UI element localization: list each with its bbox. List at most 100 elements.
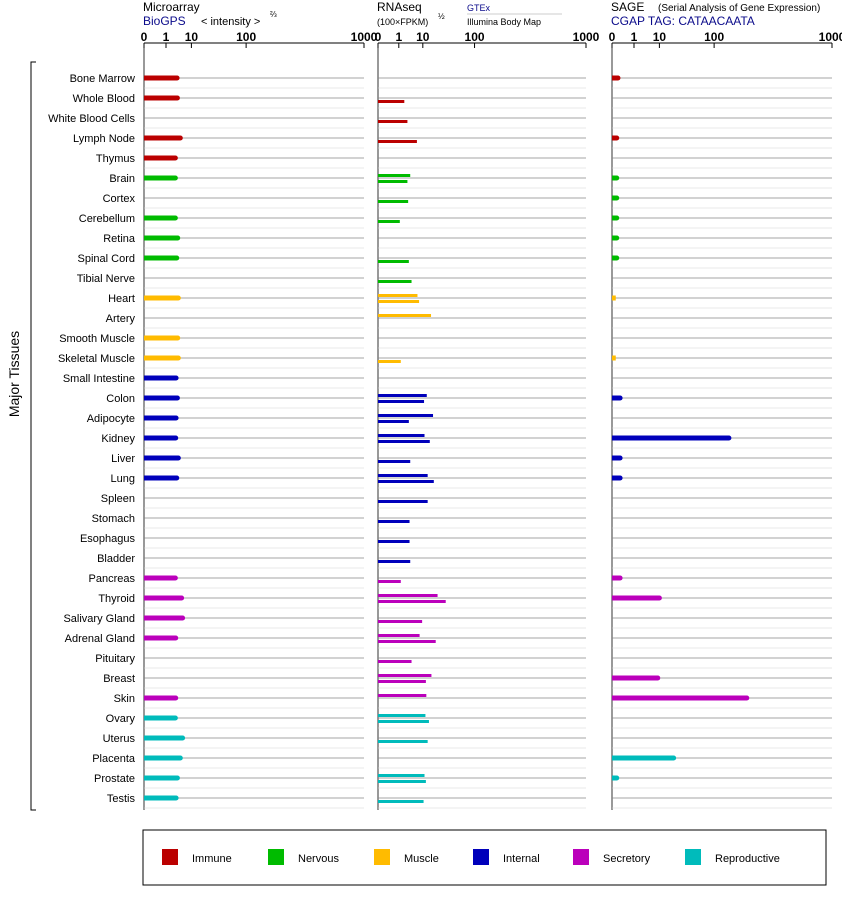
microarray-bar-cap xyxy=(177,755,183,761)
tissue-label: Esophagus xyxy=(80,533,136,545)
sage-bar xyxy=(612,435,729,441)
sage-bar xyxy=(612,595,660,601)
microarray-bar-cap xyxy=(173,435,179,441)
tissue-label: Prostate xyxy=(94,773,135,785)
microarray-bar-cap xyxy=(172,715,178,721)
tissue-label: Skeletal Muscle xyxy=(58,353,135,365)
microarray-bar-cap xyxy=(173,635,179,641)
microarray-bar-cap xyxy=(174,255,180,261)
microarray-header: Microarray xyxy=(143,0,200,14)
microarray-bar xyxy=(144,695,176,701)
rnaseq-illumina-bar xyxy=(378,660,412,663)
rnaseq-illumina-bar xyxy=(378,680,426,683)
tissue-label: Smooth Muscle xyxy=(59,333,135,345)
microarray-bar-cap xyxy=(172,215,178,221)
sage-bar xyxy=(612,75,618,81)
sage-tick-label: 100 xyxy=(704,30,724,44)
microarray-bar-cap xyxy=(175,355,181,361)
sage-bar-cap xyxy=(655,675,661,681)
bars-layer xyxy=(144,75,750,803)
rnaseq-illumina-bar xyxy=(378,500,428,503)
legend-swatch-nervous xyxy=(268,849,284,865)
microarray-bar xyxy=(144,595,182,601)
tissue-label: Ovary xyxy=(106,713,136,725)
microarray-bar-cap xyxy=(175,455,181,461)
legend-swatch-internal xyxy=(473,849,489,865)
sage-bar-cap xyxy=(726,435,732,441)
tissue-label: Adrenal Gland xyxy=(65,633,135,645)
rnaseq-tick-label: 1 xyxy=(395,30,402,44)
tissue-label: Pituitary xyxy=(95,653,135,665)
sage-bar-cap xyxy=(617,475,623,481)
cgap-tag-label: CGAP TAG: CATAACAATA xyxy=(611,14,755,28)
legend-label-muscle: Muscle xyxy=(404,853,439,865)
sage-header: SAGE xyxy=(611,0,644,14)
microarray-bar-cap xyxy=(173,375,179,381)
rnaseq-unit: (100×FPKM) xyxy=(377,17,428,27)
sage-bar xyxy=(612,695,747,701)
tissue-label: Spinal Cord xyxy=(78,253,135,265)
tissue-label: Placenta xyxy=(92,753,136,765)
legend-label-reproductive: Reproductive xyxy=(715,853,780,865)
sage-bar-cap xyxy=(617,575,623,581)
rnaseq-illumina-bar xyxy=(378,600,446,603)
tissue-label: Retina xyxy=(103,233,136,245)
microarray-bar xyxy=(144,615,183,621)
tissue-label: Small Intestine xyxy=(63,373,135,385)
rnaseq-illumina-bar xyxy=(378,800,424,803)
microarray-bar xyxy=(144,375,177,381)
sage-bar-cap xyxy=(656,595,662,601)
microarray-bar xyxy=(144,215,176,221)
microarray-bar xyxy=(144,795,177,801)
microarray-bar xyxy=(144,255,177,261)
microarray-bar-cap xyxy=(177,135,183,141)
tissue-label: Pancreas xyxy=(89,573,136,585)
microarray-bar xyxy=(144,755,181,761)
tissue-label: Tibial Nerve xyxy=(77,273,135,285)
rnaseq-gtex-bar xyxy=(378,694,427,697)
rnaseq-illumina-bar xyxy=(378,740,428,743)
microarray-bar xyxy=(144,175,176,181)
tissue-label: Testis xyxy=(107,793,136,805)
sage-tick-label: 1000 xyxy=(819,30,842,44)
rnaseq-illumina-bar xyxy=(378,780,426,783)
microarray-bar xyxy=(144,95,178,101)
microarray-bar xyxy=(144,75,178,81)
tissue-label: Breast xyxy=(103,673,135,685)
tissue-label: Stomach xyxy=(92,513,135,525)
major-tissues-label: Major Tissues xyxy=(6,331,22,417)
microarray-bar-cap xyxy=(173,795,179,801)
legend-label-secretory: Secretory xyxy=(603,853,651,865)
microarray-bar xyxy=(144,135,181,141)
tissue-label: Lung xyxy=(111,473,135,485)
tissue-label: Lymph Node xyxy=(73,133,135,145)
microarray-bar xyxy=(144,735,183,741)
tissue-label: Brain xyxy=(109,173,135,185)
tissue-label: Bladder xyxy=(97,553,135,565)
sage-bar xyxy=(612,575,621,581)
microarray-bar xyxy=(144,155,176,161)
microarray-tick-label: 1 xyxy=(163,30,170,44)
rnaseq-gtex-bar xyxy=(378,674,432,677)
sage-bar-cap xyxy=(614,215,620,221)
sage-bar-cap xyxy=(614,135,620,141)
sage-tick-label: 1 xyxy=(631,30,638,44)
microarray-bar-cap xyxy=(175,235,181,241)
rnaseq-illumina-bar xyxy=(378,460,411,463)
tissue-label: White Blood Cells xyxy=(48,113,135,125)
sage-bar-cap xyxy=(615,75,621,81)
microarray-bar-cap xyxy=(179,595,185,601)
rnaseq-illumina-bar xyxy=(378,220,400,223)
intensity-label: < intensity > xyxy=(201,16,260,28)
sage-tick-label: 0 xyxy=(609,30,616,44)
sage-full-label: (Serial Analysis of Gene Expression) xyxy=(658,3,820,14)
rnaseq-illumina-bar xyxy=(378,480,434,483)
rnaseq-tick-label: 1000 xyxy=(573,30,600,44)
tissue-label: Cortex xyxy=(103,193,136,205)
rnaseq-tick-label: 0 xyxy=(375,30,382,44)
tissue-label: Liver xyxy=(111,453,135,465)
sage-bar xyxy=(612,395,621,401)
sage-tick-label: 10 xyxy=(653,30,667,44)
